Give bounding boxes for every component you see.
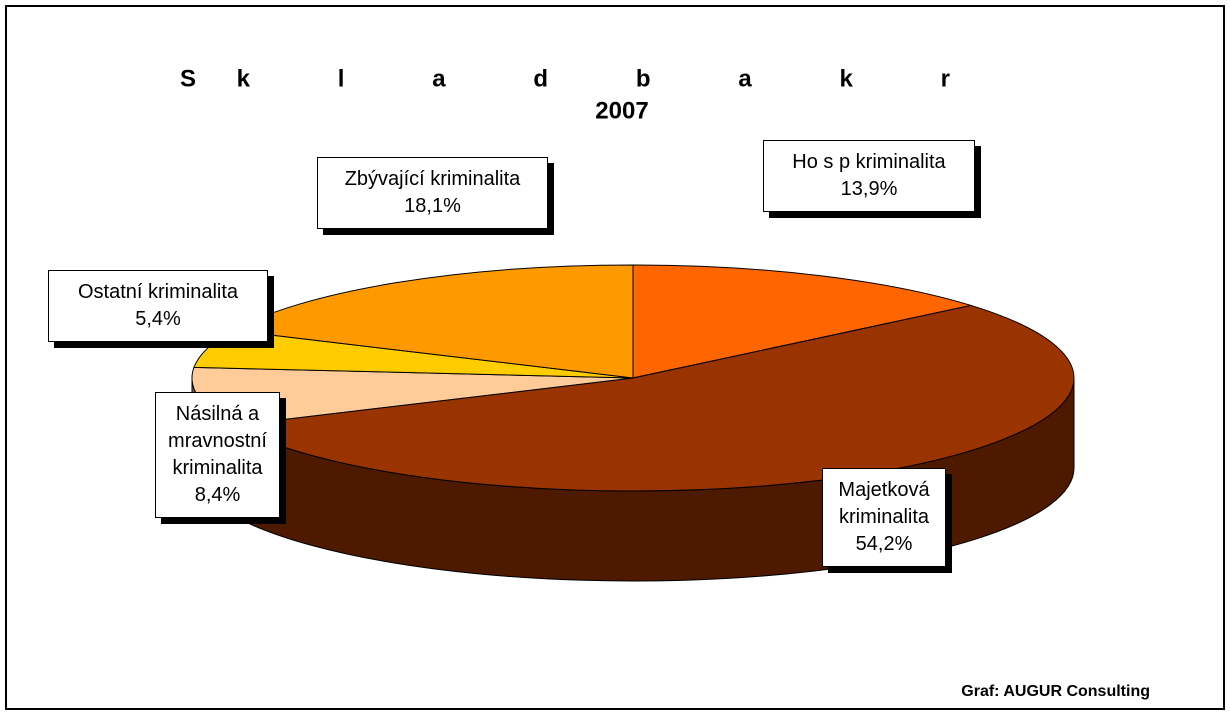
value-label: 5,4%	[135, 308, 181, 330]
category-label: Majetková kriminalita	[838, 479, 930, 528]
value-label: 18,1%	[404, 195, 461, 217]
value-label: 8,4%	[194, 484, 241, 506]
chart-subtitle: 2007	[595, 97, 648, 124]
value-label: 13,9%	[840, 178, 898, 200]
category-label: Ho s p kriminalita	[792, 151, 946, 173]
data-label-box: Zbývající kriminalita 18,1%	[317, 157, 548, 229]
category-label: Násilná a mravnostní kriminalita	[168, 403, 267, 479]
slice	[632, 264, 974, 379]
data-label-box: Ho s p kriminalita 13,9%	[763, 140, 975, 212]
data-label-box: Majetková kriminalita 54,2%	[822, 468, 946, 567]
category-label: Ostatní kriminalita	[77, 281, 239, 303]
value-label: 54,2%	[855, 533, 913, 555]
data-label-box: Násilná a mravnostní kriminalita 8,4%	[155, 392, 280, 518]
category-label: Zbývající kriminalita	[344, 168, 521, 190]
data-label-box: Ostatní kriminalita 5,4%	[48, 270, 268, 342]
source-note: Graf: AUGUR Consulting	[961, 683, 1150, 700]
pie-tops	[191, 264, 1075, 492]
